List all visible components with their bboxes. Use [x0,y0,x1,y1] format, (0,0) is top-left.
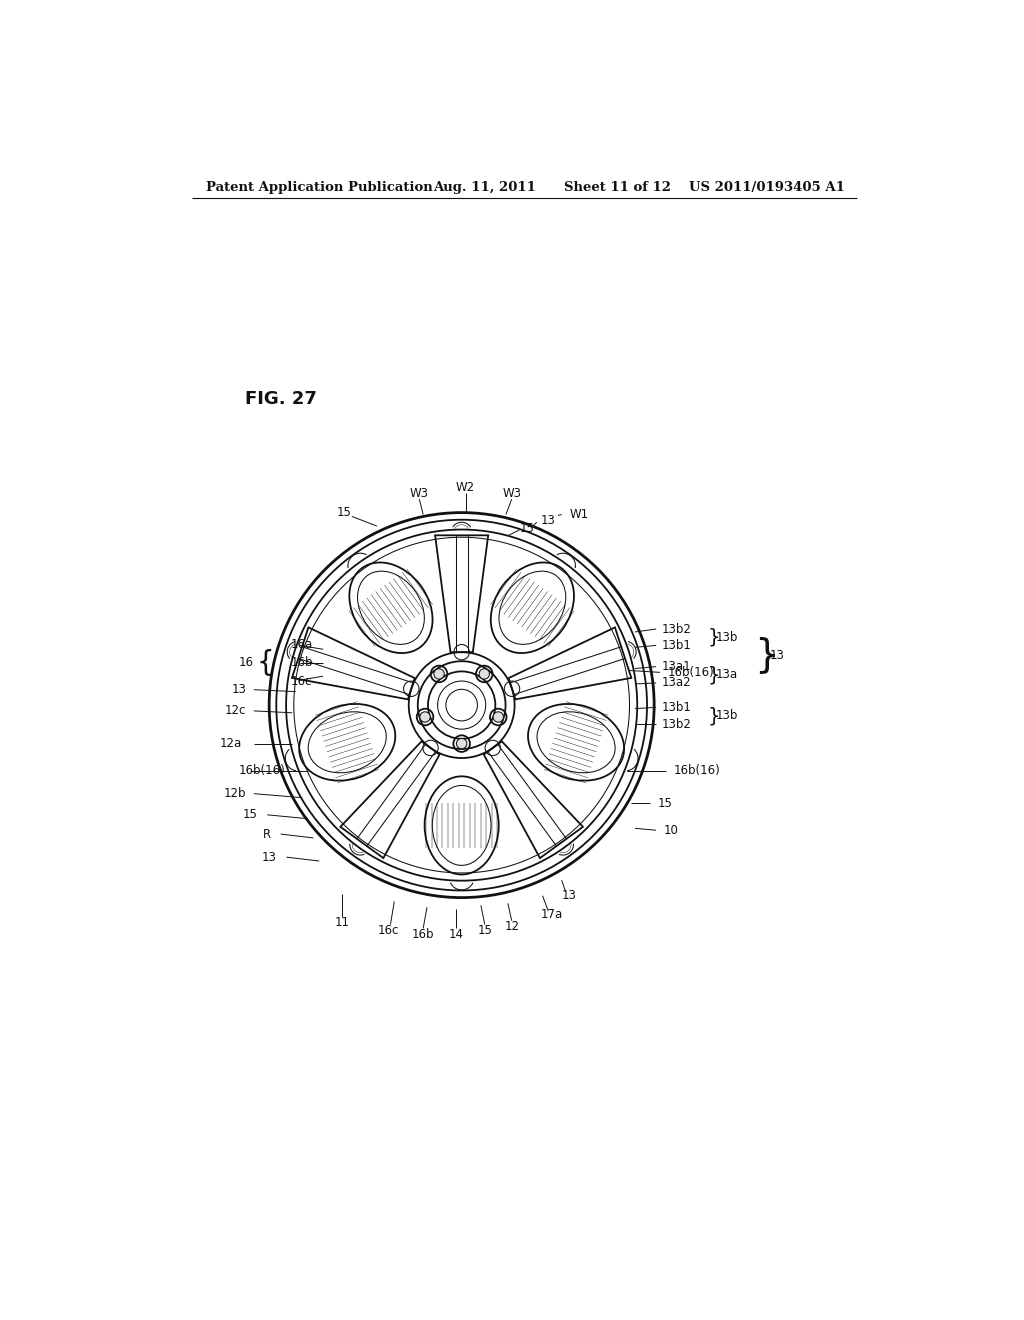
Text: 16c: 16c [378,924,399,937]
Text: 13: 13 [541,513,555,527]
Text: }: } [708,628,720,647]
Text: 13a1: 13a1 [662,660,691,673]
Text: W2: W2 [456,480,475,494]
Text: 13b2: 13b2 [662,718,692,731]
Text: W3: W3 [502,487,521,500]
Text: 16b: 16b [412,928,434,941]
Text: }: } [708,706,720,726]
Circle shape [494,711,504,722]
Text: 13: 13 [231,684,246,696]
Text: 13b2: 13b2 [662,623,692,635]
Circle shape [457,738,467,748]
Text: 15: 15 [519,521,535,535]
Text: 12a: 12a [220,737,243,750]
Text: 13b: 13b [716,709,738,722]
Text: 17a: 17a [541,908,563,921]
Circle shape [434,669,444,680]
Text: 16b(16): 16b(16) [668,665,715,678]
Text: 13a: 13a [716,668,738,681]
Text: US 2011/0193405 A1: US 2011/0193405 A1 [689,181,845,194]
Text: 13b: 13b [716,631,738,644]
Text: 15: 15 [337,506,351,519]
Text: W1: W1 [569,508,589,521]
Text: R: R [263,828,271,841]
Text: FIG. 27: FIG. 27 [245,389,316,408]
Text: {: { [256,648,274,677]
Text: }: } [755,636,779,675]
Text: 12b: 12b [223,787,246,800]
Text: 13: 13 [562,890,577,902]
Text: 13: 13 [770,648,784,661]
Text: 13a2: 13a2 [662,676,691,689]
Text: 11: 11 [335,916,350,929]
Circle shape [420,711,430,722]
Text: 13: 13 [262,850,276,863]
Text: 10: 10 [664,824,679,837]
Text: }: } [708,665,720,684]
Text: Sheet 11 of 12: Sheet 11 of 12 [564,181,671,194]
Text: 15: 15 [243,808,258,821]
Text: 16b: 16b [291,656,313,669]
Circle shape [479,669,489,680]
Text: 16b(16): 16b(16) [239,764,285,777]
Text: 13b1: 13b1 [662,701,692,714]
Text: 16: 16 [239,656,254,669]
Text: Aug. 11, 2011: Aug. 11, 2011 [433,181,536,194]
Text: 12c: 12c [224,705,246,717]
Text: 12: 12 [504,920,519,933]
Text: 14: 14 [449,928,464,941]
Text: Patent Application Publication: Patent Application Publication [206,181,433,194]
Text: W3: W3 [410,487,429,500]
Text: 16b(16): 16b(16) [674,764,720,777]
Text: 16a: 16a [291,638,312,651]
Text: 13b1: 13b1 [662,639,692,652]
Text: 16c: 16c [291,675,311,688]
Text: 15: 15 [658,797,673,809]
Text: 15: 15 [477,924,493,937]
